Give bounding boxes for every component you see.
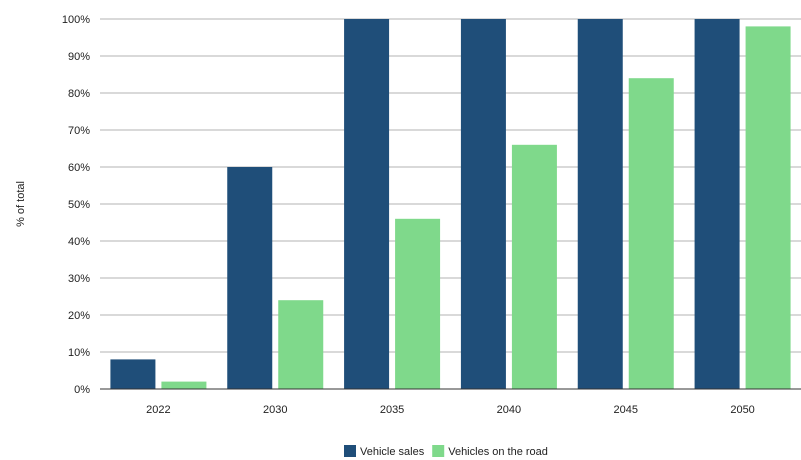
legend-swatch-vehicle-sales (344, 445, 356, 457)
bar-vehicles-on-road-2040 (511, 144, 557, 389)
x-tick-label: 2040 (497, 404, 521, 416)
y-tick-label: 100% (62, 14, 90, 26)
y-axis-title: % of total (15, 181, 27, 227)
y-tick-label: 90% (68, 51, 90, 63)
x-tick-label: 2030 (263, 404, 287, 416)
legend: Vehicle sales Vehicles on the road (344, 445, 548, 458)
y-tick-label: 60% (68, 162, 90, 174)
legend-label: Vehicle sales (360, 446, 425, 458)
bar-vehicle-sales-2040 (460, 19, 506, 389)
legend-label: Vehicles on the road (448, 446, 548, 458)
x-axis-tick-labels: 2022 2030 2035 2040 2045 2050 (146, 404, 755, 416)
y-tick-label: 30% (68, 273, 90, 285)
bar-vehicles-on-road-2022 (161, 381, 207, 389)
y-tick-label: 0% (74, 384, 90, 396)
y-tick-label: 50% (68, 199, 90, 211)
bar-vehicles-on-road-2050 (745, 26, 791, 390)
bar-vehicle-sales-2050 (694, 19, 740, 389)
x-tick-label: 2050 (730, 404, 754, 416)
bar-vehicles-on-road-2035 (395, 218, 441, 389)
legend-swatch-vehicles-on-road (432, 445, 445, 457)
y-tick-label: 20% (68, 310, 90, 322)
bar-vehicle-sales-2045 (577, 19, 623, 389)
bar-vehicle-sales-2022 (110, 359, 156, 389)
x-tick-label: 2022 (146, 404, 170, 416)
y-tick-label: 80% (68, 88, 90, 100)
bar-vehicles-on-road-2045 (628, 78, 674, 389)
y-tick-label: 10% (68, 347, 90, 359)
y-tick-label: 40% (68, 236, 90, 248)
x-tick-label: 2045 (614, 404, 638, 416)
y-axis-tick-labels: 0% 10% 20% 30% 40% 50% 60% 70% 80% 90% 100% (62, 14, 90, 396)
bar-vehicle-sales-2030 (227, 167, 273, 389)
y-tick-label: 70% (68, 125, 90, 137)
bar-vehicles-on-road-2030 (278, 300, 324, 389)
bar-vehicle-sales-2035 (344, 19, 390, 389)
bars (110, 19, 791, 390)
x-tick-label: 2035 (380, 404, 404, 416)
gridlines (100, 18, 801, 353)
